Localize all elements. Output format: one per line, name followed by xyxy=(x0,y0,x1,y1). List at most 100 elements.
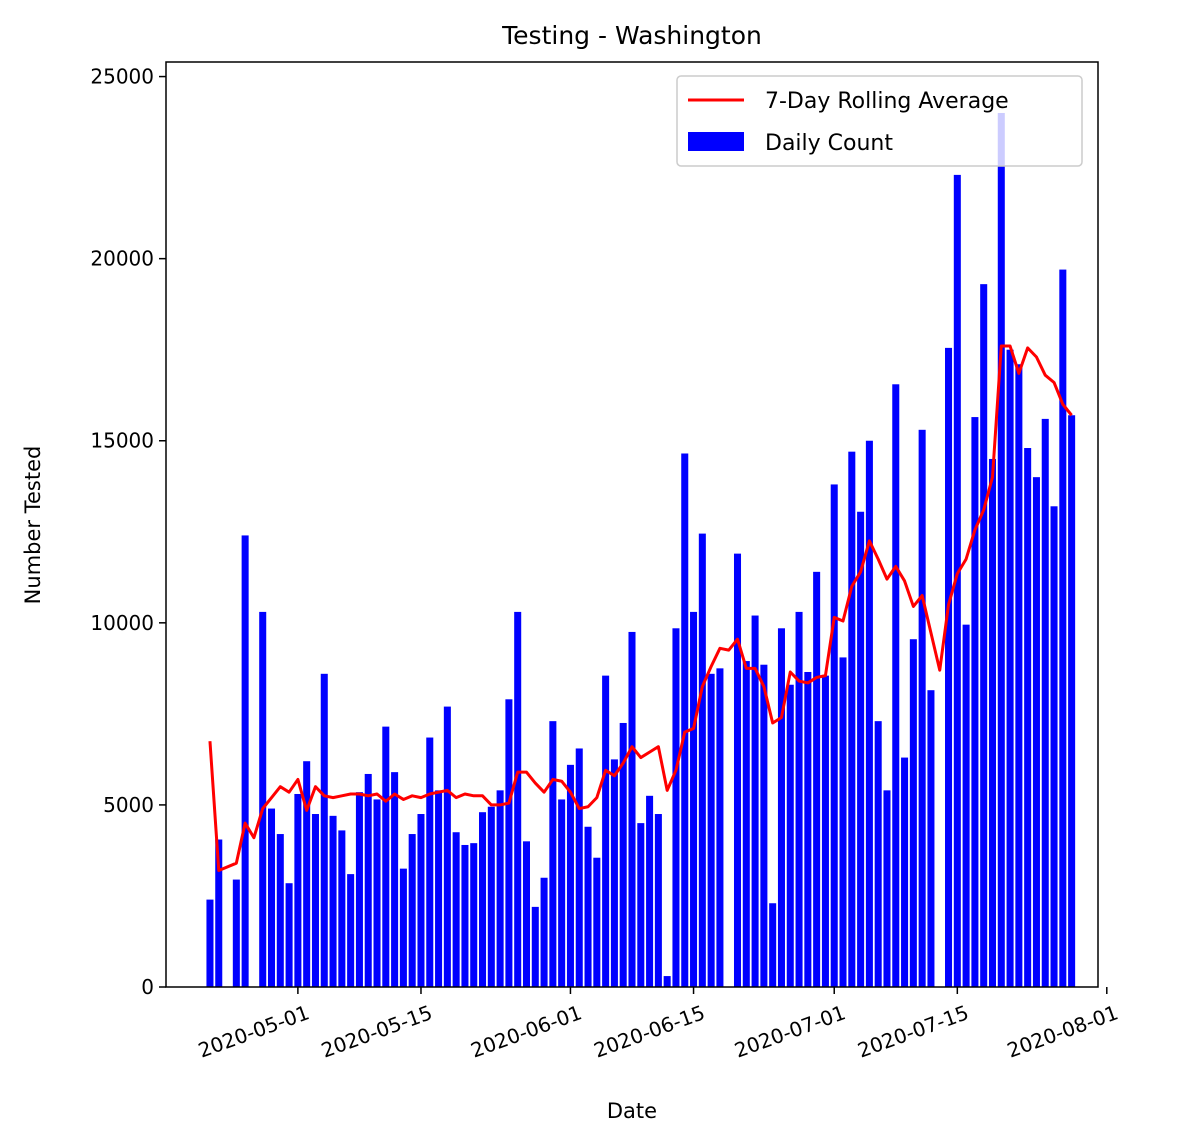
bar xyxy=(347,874,355,987)
bar xyxy=(962,624,970,987)
bar xyxy=(496,790,504,987)
bar xyxy=(514,611,522,987)
bar xyxy=(311,814,319,987)
bar xyxy=(267,808,276,987)
bar xyxy=(883,790,891,987)
bar xyxy=(452,832,460,987)
bar xyxy=(426,737,434,987)
bar xyxy=(443,706,451,987)
bar xyxy=(909,639,917,987)
bar xyxy=(874,721,882,987)
bar xyxy=(830,484,838,987)
bar xyxy=(971,417,979,987)
bar xyxy=(531,906,539,987)
bar xyxy=(751,615,759,987)
bar xyxy=(215,839,223,987)
bar xyxy=(716,668,724,987)
bar xyxy=(760,664,768,987)
bar-series xyxy=(206,112,1076,988)
bar xyxy=(1068,415,1076,987)
legend: 7-Day Rolling Average Daily Count xyxy=(676,75,1083,167)
bar xyxy=(303,761,311,987)
bar xyxy=(927,690,935,987)
bar xyxy=(672,628,680,987)
bar xyxy=(259,611,267,987)
y-tick-label: 15000 xyxy=(90,429,154,453)
bar xyxy=(417,814,425,987)
bar xyxy=(399,868,407,987)
bar xyxy=(206,899,214,987)
bar xyxy=(435,790,443,987)
legend-bar-label: Daily Count xyxy=(765,131,893,156)
bar xyxy=(988,458,996,987)
bar xyxy=(892,384,900,987)
bar xyxy=(338,830,346,987)
bar xyxy=(505,699,513,987)
bar xyxy=(733,553,742,987)
bar xyxy=(628,631,636,987)
bar xyxy=(953,174,961,987)
bar xyxy=(1032,477,1040,987)
y-tick-label: 0 xyxy=(141,975,154,999)
axes-frame xyxy=(165,61,1099,988)
bar xyxy=(470,843,478,987)
bar xyxy=(980,284,988,987)
bar xyxy=(391,772,399,987)
bar xyxy=(997,112,1005,988)
bar xyxy=(1024,448,1032,987)
bar xyxy=(646,795,654,987)
bar xyxy=(821,675,829,987)
bar xyxy=(276,834,284,987)
bar xyxy=(663,976,671,987)
bar xyxy=(1041,418,1049,987)
bar xyxy=(602,675,610,987)
bar xyxy=(742,661,750,987)
bar xyxy=(777,628,785,987)
bar xyxy=(698,533,706,987)
bar xyxy=(241,535,249,987)
bar xyxy=(1006,349,1014,987)
bar xyxy=(813,571,821,987)
bar xyxy=(610,759,618,987)
legend-bar-swatch xyxy=(688,132,744,151)
bar xyxy=(839,657,847,987)
bar xyxy=(329,815,337,987)
bar xyxy=(566,764,574,987)
bar xyxy=(549,721,557,987)
bar xyxy=(558,799,566,987)
rolling-average-line xyxy=(208,344,1073,872)
bar xyxy=(1015,364,1023,987)
bar xyxy=(769,903,777,987)
bar xyxy=(804,671,812,987)
bar xyxy=(857,511,865,987)
y-tick-label: 10000 xyxy=(90,611,154,635)
bar xyxy=(232,879,240,987)
bar xyxy=(408,834,416,987)
bar xyxy=(479,812,487,987)
bar xyxy=(654,814,662,987)
bar xyxy=(461,844,469,987)
bar xyxy=(681,453,689,987)
bar xyxy=(690,611,698,987)
y-tick-label: 25000 xyxy=(90,65,154,89)
bar xyxy=(382,726,390,987)
y-tick-label: 20000 xyxy=(90,247,154,271)
bar xyxy=(637,823,645,987)
bar xyxy=(918,429,926,987)
bar xyxy=(795,611,803,987)
y-axis: 0 5000 10000 15000 20000 25000 xyxy=(90,65,166,999)
bar xyxy=(575,748,583,987)
y-tick-label: 5000 xyxy=(103,793,154,817)
bar xyxy=(364,773,372,987)
bar xyxy=(945,347,953,987)
bar xyxy=(320,673,328,987)
bar xyxy=(593,857,601,987)
bar xyxy=(355,792,363,987)
bar xyxy=(487,806,495,987)
bar xyxy=(1050,506,1058,987)
chart-title: Testing - Washington xyxy=(501,21,762,50)
bar xyxy=(848,451,856,987)
bar xyxy=(865,440,873,987)
